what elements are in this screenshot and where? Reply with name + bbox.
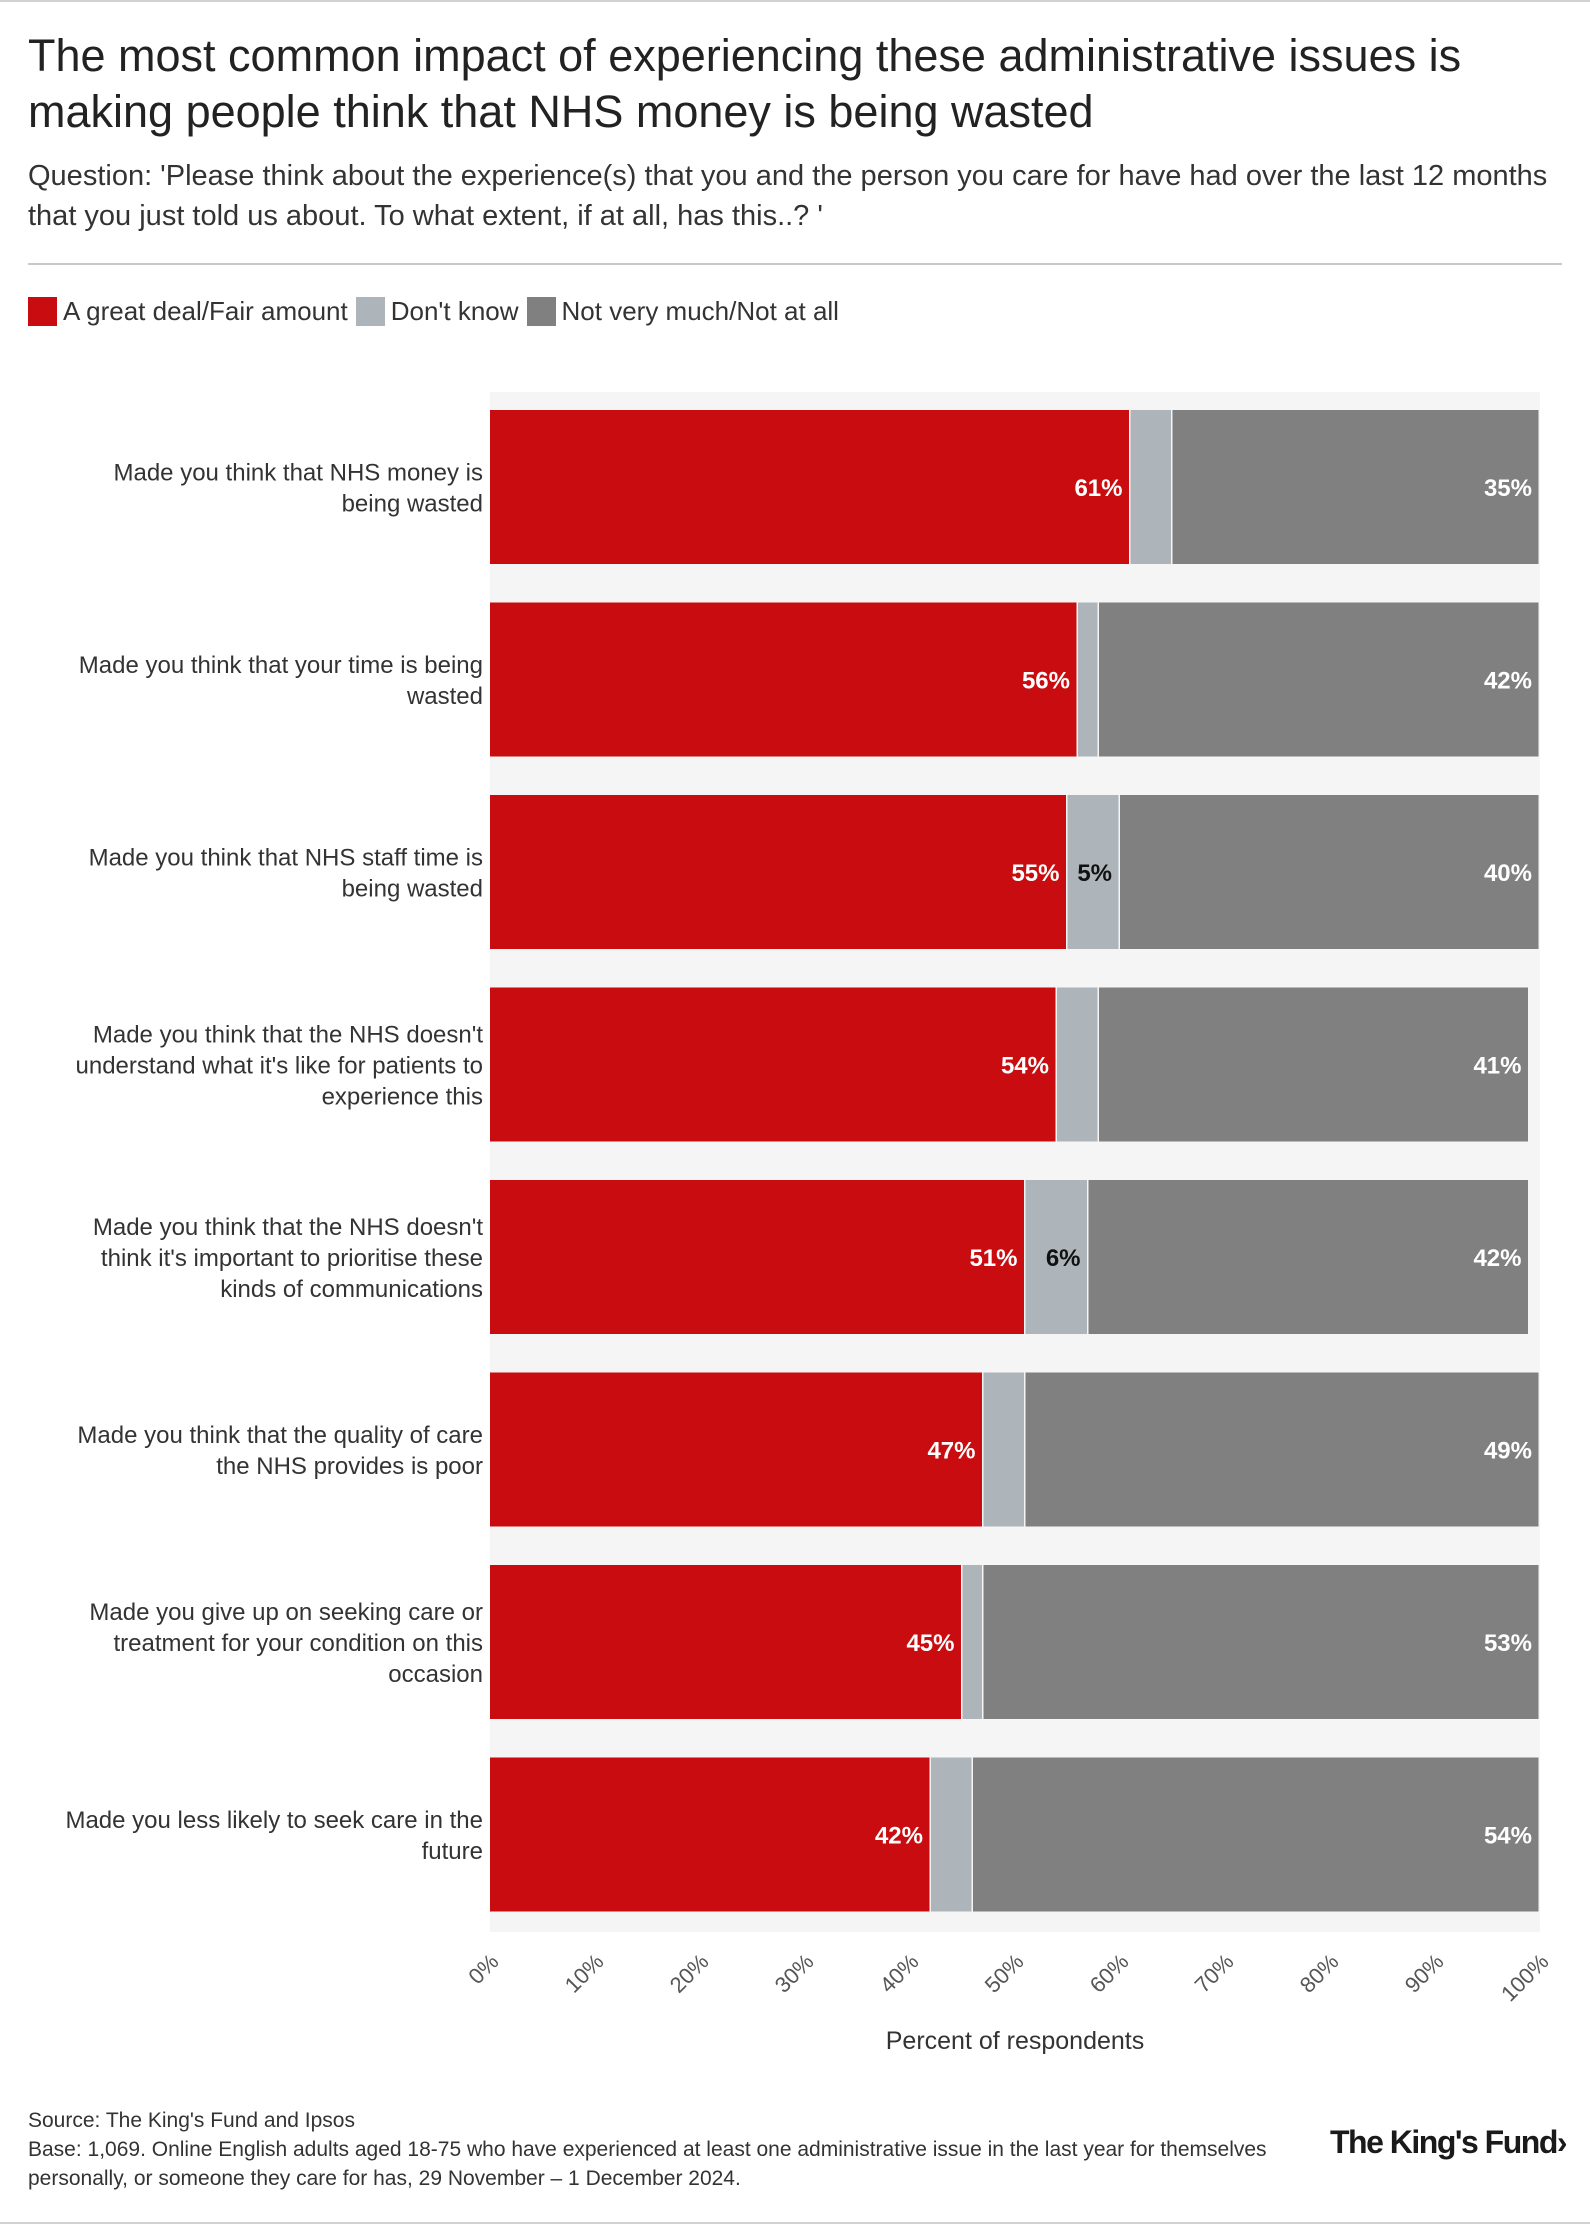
category-label: wasted bbox=[406, 683, 483, 710]
category-label: understand what it's like for patients t… bbox=[76, 1053, 483, 1080]
data-label: 42% bbox=[1484, 668, 1532, 695]
category-label: Made you think that the NHS doesn't bbox=[93, 1214, 483, 1241]
footer: Source: The King's Fund and Ipsos Base: … bbox=[28, 2106, 1318, 2193]
bar-segment bbox=[1099, 987, 1528, 1142]
bar-segment bbox=[973, 1757, 1539, 1912]
bar-segment bbox=[490, 1565, 961, 1719]
bar-segment bbox=[1025, 1372, 1539, 1527]
x-tick-label: 30% bbox=[770, 1949, 819, 1998]
bar-segment bbox=[1088, 1180, 1528, 1334]
bar-segment bbox=[490, 1757, 930, 1912]
x-tick-label: 40% bbox=[875, 1949, 924, 1998]
bar-segment bbox=[931, 1757, 972, 1912]
bar-segment bbox=[1025, 1180, 1087, 1334]
bar-segment bbox=[490, 1180, 1024, 1334]
logo-chevron-icon: › bbox=[1556, 2124, 1568, 2160]
chart-title: The most common impact of experiencing t… bbox=[28, 30, 1462, 137]
data-label: 54% bbox=[1484, 1823, 1532, 1850]
chart-subtitle: Question: 'Please think about the experi… bbox=[28, 160, 1548, 232]
legend-item-not-much: Not very much/Not at all bbox=[526, 296, 839, 327]
data-label: 40% bbox=[1484, 860, 1532, 887]
bar-segment bbox=[1130, 410, 1171, 564]
x-tick-label: 80% bbox=[1295, 1949, 1344, 1998]
data-label: 54% bbox=[1001, 1053, 1049, 1080]
data-label: 35% bbox=[1484, 475, 1532, 502]
data-label: 6% bbox=[1046, 1245, 1081, 1272]
legend-label-dont-know: Don't know bbox=[390, 296, 519, 326]
footer-base: Base: 1,069. Online English adults aged … bbox=[28, 2138, 1267, 2190]
x-tick-label: 70% bbox=[1190, 1949, 1239, 1998]
legend: A great deal/Fair amount Don't know Not … bbox=[28, 296, 847, 327]
legend-item-dont-know: Don't know bbox=[355, 296, 519, 327]
data-label: 53% bbox=[1484, 1630, 1532, 1657]
data-label: 45% bbox=[906, 1630, 954, 1657]
category-label: experience this bbox=[322, 1084, 483, 1111]
logo-text: The King's Fund bbox=[1330, 2124, 1558, 2160]
bar-segment bbox=[1120, 795, 1539, 949]
data-label: 5% bbox=[1077, 860, 1112, 887]
bar-segment bbox=[1067, 795, 1119, 949]
bar-segment bbox=[490, 410, 1129, 564]
category-label: being wasted bbox=[342, 491, 483, 518]
category-label: being wasted bbox=[342, 876, 483, 903]
bar-segment bbox=[1172, 410, 1539, 564]
category-label: Made you less likely to seek care in the bbox=[65, 1807, 483, 1834]
top-rule bbox=[0, 0, 1590, 2]
x-tick-label: 60% bbox=[1085, 1949, 1134, 1998]
bar-segment bbox=[490, 602, 1077, 757]
legend-swatch-not-much bbox=[526, 297, 556, 326]
category-label: Made you think that NHS staff time is bbox=[89, 845, 483, 872]
bottom-rule bbox=[0, 2222, 1590, 2224]
data-label: 55% bbox=[1011, 860, 1059, 887]
data-label: 51% bbox=[969, 1245, 1017, 1272]
header-divider bbox=[28, 263, 1562, 265]
kings-fund-logo: The King's Fund› bbox=[1330, 2124, 1568, 2161]
bar-segment bbox=[1057, 987, 1098, 1142]
category-label: kinds of communications bbox=[220, 1276, 483, 1303]
x-tick-label: 100% bbox=[1496, 1949, 1553, 2006]
data-label: 42% bbox=[1473, 1245, 1521, 1272]
data-label: 41% bbox=[1473, 1053, 1521, 1080]
category-label: occasion bbox=[388, 1661, 483, 1688]
bar-segment bbox=[962, 1565, 982, 1719]
bar-segment bbox=[490, 1372, 982, 1527]
bar-segment bbox=[490, 795, 1066, 949]
x-tick-label: 20% bbox=[665, 1949, 714, 1998]
category-label: Made you think that NHS money is bbox=[113, 460, 483, 487]
legend-label-great-deal: A great deal/Fair amount bbox=[63, 296, 348, 326]
x-tick-label: 90% bbox=[1400, 1949, 1449, 1998]
legend-label-not-much: Not very much/Not at all bbox=[561, 296, 839, 326]
data-label: 56% bbox=[1022, 668, 1070, 695]
category-label: the NHS provides is poor bbox=[216, 1453, 483, 1480]
legend-item-great-deal: A great deal/Fair amount bbox=[28, 296, 348, 327]
category-label: Made you think that the NHS doesn't bbox=[93, 1022, 483, 1049]
bar-segment bbox=[983, 1372, 1024, 1527]
x-tick-label: 50% bbox=[980, 1949, 1029, 1998]
footer-source: Source: The King's Fund and Ipsos bbox=[28, 2109, 355, 2132]
legend-swatch-great-deal bbox=[28, 297, 57, 326]
x-tick-label: 0% bbox=[463, 1949, 503, 1989]
data-label: 61% bbox=[1074, 475, 1122, 502]
category-label: treatment for your condition on this bbox=[113, 1630, 483, 1657]
category-label: think it's important to prioritise these bbox=[101, 1245, 483, 1272]
data-label: 47% bbox=[927, 1438, 975, 1465]
x-tick-label: 10% bbox=[560, 1949, 609, 1998]
category-label: Made you think that your time is being bbox=[79, 652, 483, 679]
bar-segment bbox=[1099, 602, 1539, 757]
legend-swatch-dont-know bbox=[355, 297, 385, 326]
category-label: Made you think that the quality of care bbox=[77, 1422, 483, 1449]
data-label: 42% bbox=[875, 1823, 923, 1850]
bar-segment bbox=[983, 1565, 1539, 1719]
category-label: future bbox=[422, 1838, 483, 1865]
x-axis-title: Percent of respondents bbox=[885, 2027, 1145, 2055]
bar-segment bbox=[1078, 602, 1098, 757]
bar-segment bbox=[490, 987, 1056, 1142]
category-label: Made you give up on seeking care or bbox=[89, 1599, 483, 1626]
data-label: 49% bbox=[1484, 1438, 1532, 1465]
